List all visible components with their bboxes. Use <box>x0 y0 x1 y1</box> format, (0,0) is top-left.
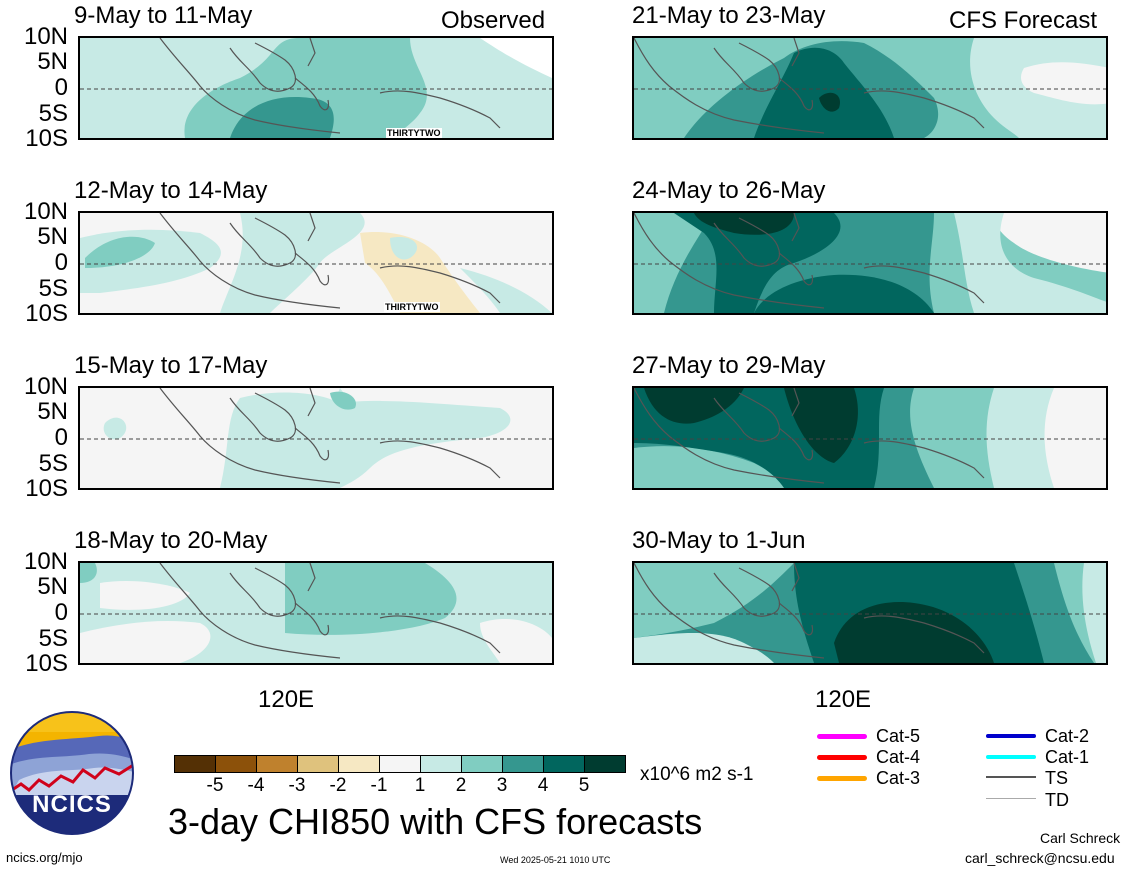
colorbar-swatch <box>215 755 257 773</box>
colorbar-swatch <box>338 755 380 773</box>
legend-swatch <box>817 755 867 760</box>
lat-label: 10S <box>25 475 68 502</box>
colorbar-swatch <box>174 755 216 773</box>
colorbar-tick-label: -1 <box>370 775 388 796</box>
lat-label: 10S <box>25 650 68 677</box>
colorbar-swatch <box>297 755 339 773</box>
storm-label: THIRTYTWO <box>384 302 440 312</box>
legend-swatch <box>986 798 1036 799</box>
legend-swatch <box>986 755 1036 759</box>
legend-swatch <box>817 776 867 781</box>
lat-label: 0 <box>54 599 68 626</box>
lat-label: 10N <box>23 198 68 225</box>
legend-label: TS <box>1045 768 1069 788</box>
ncics-logo: NCICS <box>9 710 135 836</box>
lat-label: 0 <box>54 249 68 276</box>
colorbar-tick-label: 3 <box>496 775 508 796</box>
coastline <box>634 388 985 484</box>
map-panel-right-1 <box>632 36 1108 140</box>
forecast-label: CFS Forecast <box>949 7 1098 34</box>
colorbar-tick-label: -3 <box>288 775 306 796</box>
lat-label: 0 <box>54 74 68 101</box>
footer-author: Carl Schreck <box>1040 830 1121 846</box>
map-panel-left-3 <box>78 386 554 490</box>
colorbar-tick-label: 2 <box>455 775 467 796</box>
coastline <box>159 563 501 659</box>
panel-title-right-1: 21-May to 23-May <box>632 2 826 29</box>
panel-title-right-2: 24-May to 26-May <box>632 177 826 204</box>
legend-label: Cat-5 <box>876 726 921 746</box>
legend-label: Cat-4 <box>876 747 921 767</box>
panel-title-left-4: 18-May to 20-May <box>74 527 268 554</box>
lat-label: 5N <box>37 398 68 425</box>
coastline <box>634 563 985 659</box>
main-title: 3-day CHI850 with CFS forecasts <box>168 801 703 842</box>
logo-text: NCICS <box>32 791 112 818</box>
lat-label: 5S <box>38 100 68 127</box>
panel-title-right-3: 27-May to 29-May <box>632 352 826 379</box>
legend-label: Cat-1 <box>1045 747 1090 767</box>
lat-label: 5N <box>37 48 68 75</box>
observed-label: Observed <box>441 7 546 34</box>
colorbar-swatch <box>584 755 626 773</box>
colorbar-tick-label: -4 <box>247 775 265 796</box>
lat-label: 10N <box>23 548 68 575</box>
map-panel-right-4 <box>632 561 1108 665</box>
colorbar-swatch <box>379 755 421 773</box>
panel-title-right-4: 30-May to 1-Jun <box>632 527 806 554</box>
lat-label: 5S <box>38 450 68 477</box>
lat-label: 5S <box>38 625 68 652</box>
coastline <box>634 38 985 134</box>
lat-label: 5N <box>37 573 68 600</box>
colorbar-tick-label: -2 <box>329 775 347 796</box>
map-panel-right-3 <box>632 386 1108 490</box>
panel-title-left-3: 15-May to 17-May <box>74 352 268 379</box>
lat-label: 5S <box>38 275 68 302</box>
lat-label: 10S <box>25 300 68 327</box>
lat-label: 0 <box>54 424 68 451</box>
lat-label: 10N <box>23 23 68 50</box>
panel-title-left-2: 12-May to 14-May <box>74 177 268 204</box>
map-panel-right-2 <box>632 211 1108 315</box>
lat-label: 5N <box>37 223 68 250</box>
lon-label-right: 120E <box>815 686 872 713</box>
footer-timestamp: Wed 2025-05-21 1010 UTC <box>500 855 611 865</box>
lat-label: 10N <box>23 373 68 400</box>
legend-swatch <box>986 734 1036 738</box>
legend-label: Cat-3 <box>876 768 921 788</box>
footer-url[interactable]: ncics.org/mjo <box>6 850 83 865</box>
storm-label: THIRTYTWO <box>386 128 442 138</box>
colorbar-units: x10^6 m2 s-1 <box>640 764 754 785</box>
coastline <box>159 213 501 309</box>
legend-swatch <box>817 734 867 739</box>
lat-label: 10S <box>25 125 68 152</box>
legend-label: Cat-2 <box>1045 726 1090 746</box>
colorbar-swatch <box>256 755 298 773</box>
coastline <box>159 38 501 134</box>
legend-label: TD <box>1045 790 1069 810</box>
legend-swatch <box>986 776 1036 778</box>
coastline <box>634 213 985 309</box>
colorbar-swatch <box>543 755 585 773</box>
colorbar-tick-label: 1 <box>414 775 426 796</box>
colorbar-swatch <box>502 755 544 773</box>
colorbar-tick-label: -5 <box>206 775 224 796</box>
map-panel-left-1: THIRTYTWO <box>78 36 554 140</box>
footer-email[interactable]: carl_schreck@ncsu.edu <box>965 850 1115 866</box>
colorbar-tick-label: 5 <box>578 775 590 796</box>
colorbar-swatch <box>461 755 503 773</box>
colorbar-tick-label: 4 <box>537 775 549 796</box>
map-panel-left-2: THIRTYTWO <box>78 211 554 315</box>
panel-title-left-1: 9-May to 11-May <box>74 2 253 29</box>
map-panel-left-4 <box>78 561 554 665</box>
coastline <box>159 388 501 484</box>
colorbar-swatch <box>420 755 462 773</box>
lon-label-left: 120E <box>258 686 315 713</box>
